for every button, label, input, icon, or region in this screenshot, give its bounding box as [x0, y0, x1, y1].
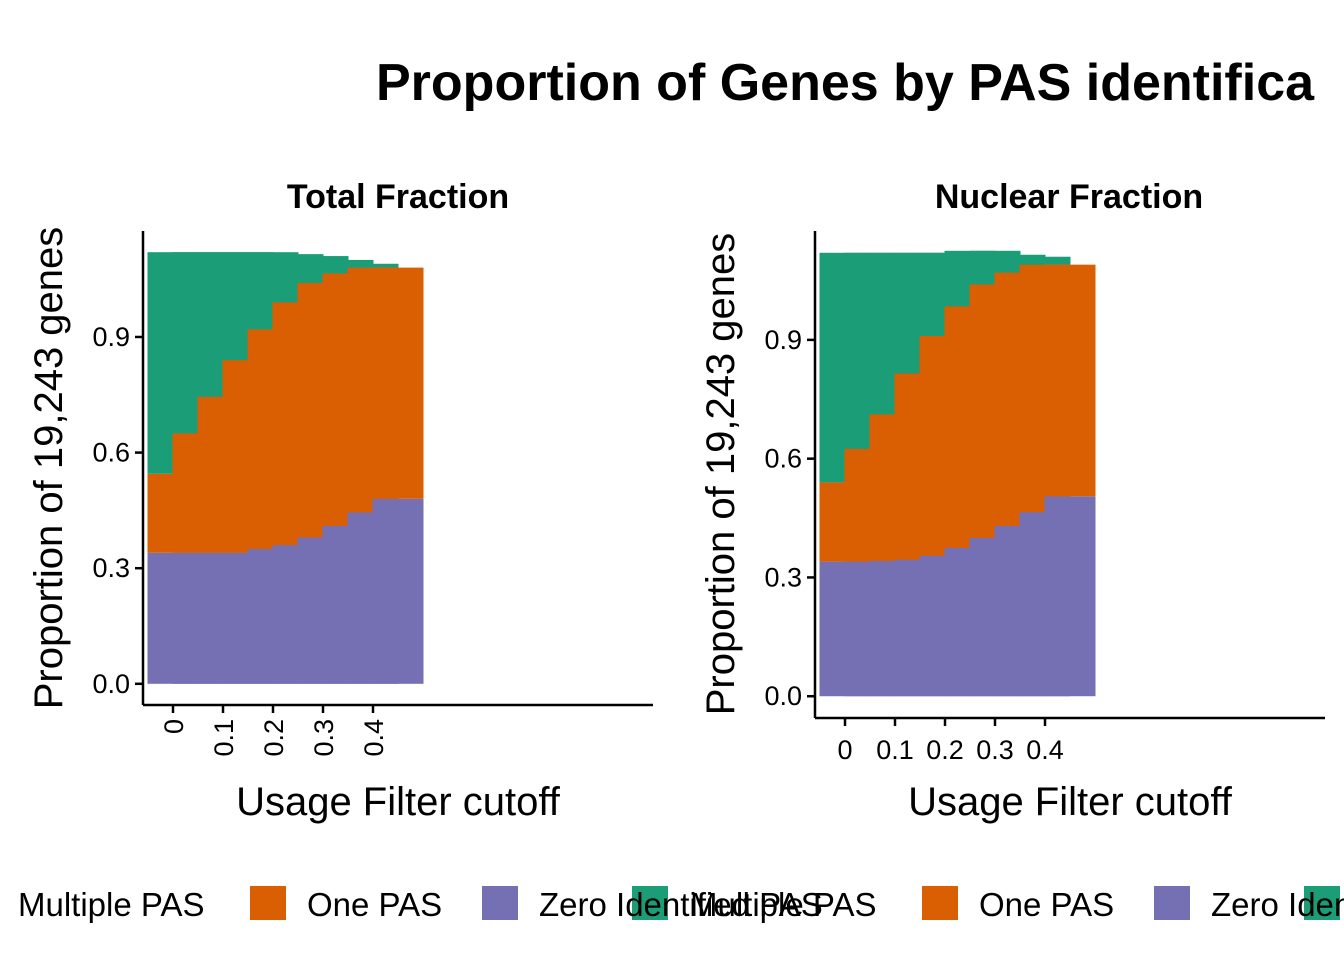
x-tick-label: 0 — [159, 719, 189, 734]
bar-zero-identified-pas — [1044, 496, 1096, 697]
legend-swatch-multiple-pas — [1304, 886, 1340, 920]
y-ticks: 0.0 0.3 0.6 0.9 — [92, 322, 143, 699]
x-tick-label: 0.1 — [876, 735, 914, 765]
legend-swatch-zero-identified-pas — [482, 886, 518, 920]
legend-label-multiple-pas: Multiple PAS — [690, 886, 876, 923]
x-axis-label: Usage Filter cutoff — [236, 780, 561, 824]
y-tick-label: 0.0 — [764, 681, 802, 711]
chart-title: Proportion of Genes by PAS identifica — [376, 54, 1315, 112]
y-tick-label: 0.3 — [764, 562, 802, 592]
legend-label-multiple-pas: Multiple PAS — [18, 886, 204, 923]
legend-label-zero-identified-pas: Zero Identified PAS — [539, 886, 823, 923]
legend-swatch-one-pas — [250, 886, 286, 920]
y-axis-label: Proportion of 19,243 genes — [27, 227, 71, 710]
x-tick-label: 0.1 — [209, 719, 239, 757]
legend-label-one-pas: One PAS — [307, 886, 442, 923]
bar-one-pas — [372, 267, 424, 499]
x-ticks: 0 0.1 0.2 0.3 0.4 — [159, 705, 389, 757]
y-axis-label: Proportion of 19,243 genes — [699, 233, 743, 716]
legend-total: Multiple PAS One PAS Zero Identified PAS — [18, 886, 823, 923]
legend-label-one-pas: One PAS — [979, 886, 1114, 923]
x-tick-label: 0.3 — [309, 719, 339, 757]
x-tick-label: 0 — [837, 735, 852, 765]
y-tick-label: 0.6 — [764, 444, 802, 474]
x-ticks: 0 0.1 0.2 0.3 0.4 — [837, 718, 1064, 765]
panel-nuclear-fraction: Nuclear Fraction 0.0 0.3 0.6 0.9 0 0.1 0.2 0.3… — [699, 178, 1325, 824]
y-tick-label: 0.9 — [764, 325, 802, 355]
x-tick-label: 0.2 — [259, 719, 289, 757]
legend-swatch-one-pas — [922, 886, 958, 920]
y-tick-label: 0.0 — [92, 669, 130, 699]
panel-total-fraction: Total Fraction 0.00.30.60.9 0 0.1 0.2 0.3 0.… — [27, 178, 653, 824]
x-axis-label: Usage Filter cutoff — [908, 780, 1233, 824]
x-tick-label: 0.4 — [359, 719, 389, 757]
x-tick-label: 0.2 — [926, 735, 964, 765]
bar-group — [819, 250, 1096, 697]
legend-label-zero-identified-pas: Zero Identified PAS — [1211, 886, 1344, 923]
legend-swatch-zero-identified-pas — [1154, 886, 1190, 920]
y-ticks: 0.0 0.3 0.6 0.9 — [764, 325, 815, 711]
y-tick-label: 0.9 — [92, 322, 130, 352]
panel-title: Nuclear Fraction — [935, 178, 1203, 216]
bar-group — [147, 252, 424, 684]
y-tick-label: 0.6 — [92, 438, 130, 468]
bar-zero-identified-pas — [372, 498, 424, 684]
x-tick-label: 0.3 — [976, 735, 1014, 765]
y-tick-label: 0.3 — [92, 553, 130, 583]
x-tick-label: 0.4 — [1026, 735, 1064, 765]
bar-multiple-pas — [1019, 256, 1071, 265]
panel-title: Total Fraction — [287, 178, 509, 216]
bar-one-pas — [1044, 264, 1096, 497]
bar-multiple-pas — [347, 263, 399, 268]
legend-swatch-multiple-pas — [632, 886, 668, 920]
legend-nuclear: Multiple PAS One PAS Zero Identified PAS — [690, 886, 1344, 923]
